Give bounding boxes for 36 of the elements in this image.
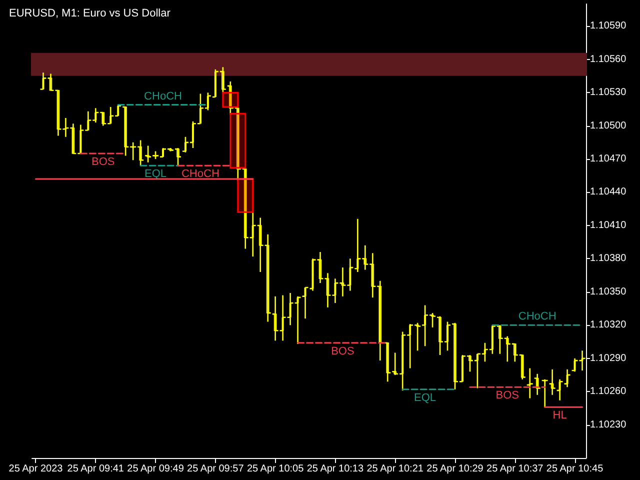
series-label: HL bbox=[552, 410, 567, 422]
x-tick-label: 25 Apr 2023 bbox=[8, 464, 64, 474]
x-tick-label: 25 Apr 10:13 bbox=[306, 464, 364, 474]
y-tick-label: 1.10560 bbox=[590, 54, 627, 65]
series-label: BOS bbox=[331, 345, 354, 358]
y-tick-label: 1.10290 bbox=[590, 352, 627, 364]
y-tick-label: 1.10320 bbox=[590, 320, 627, 331]
y-tick-label: 1.10500 bbox=[590, 120, 627, 132]
y-tick-label: 1.10530 bbox=[590, 87, 627, 98]
bar bbox=[222, 92, 239, 108]
y-tick-label: 1.10590 bbox=[590, 20, 627, 32]
x-tick-label: 25 Apr 09:57 bbox=[187, 464, 244, 474]
series-label: CHoCH bbox=[144, 90, 182, 102]
y-tick-label: 1.10470 bbox=[590, 154, 627, 165]
x-tick-label: 25 Apr 10:29 bbox=[426, 464, 484, 474]
y-tick-label: 1.10230 bbox=[590, 419, 627, 430]
y-tick-label: 1.10260 bbox=[590, 386, 627, 398]
y-tick-label: 1.10410 bbox=[590, 220, 627, 231]
chart-title: EURUSD, M1: Euro vs US Dollar bbox=[9, 8, 171, 20]
x-tick-label: 25 Apr 09:49 bbox=[127, 464, 184, 474]
x-tick-label: 25 Apr 10:21 bbox=[366, 464, 424, 474]
bar bbox=[237, 178, 254, 213]
y-tick-label: 1.10440 bbox=[590, 186, 627, 198]
x-tick-label: 25 Apr 10:37 bbox=[486, 464, 544, 474]
bar bbox=[230, 112, 246, 169]
series-label: EQL bbox=[414, 392, 436, 404]
x-tick-label: 25 Apr 10:05 bbox=[246, 464, 304, 474]
series-label: BOS bbox=[92, 156, 115, 168]
series-label: CHoCH bbox=[181, 168, 220, 180]
x-tick-label: 25 Apr 10:45 bbox=[546, 464, 604, 474]
y-tick-label: 1.10350 bbox=[590, 286, 627, 298]
series-label: EQL bbox=[144, 168, 167, 180]
series-label: CHoCH bbox=[518, 310, 556, 323]
series-label: BOS bbox=[496, 390, 520, 402]
x-tick-label: 25 Apr 09:41 bbox=[67, 464, 124, 474]
y-tick-label: 1.10380 bbox=[590, 253, 627, 264]
